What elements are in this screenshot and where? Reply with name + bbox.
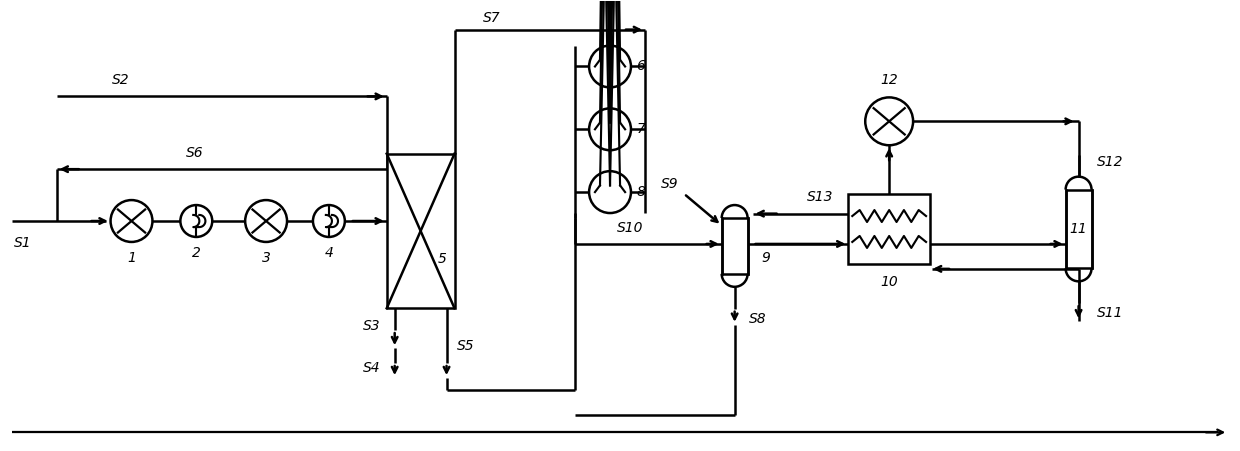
Circle shape bbox=[312, 205, 345, 237]
Text: 5: 5 bbox=[438, 252, 446, 266]
Text: S5: S5 bbox=[456, 339, 474, 353]
Text: 3: 3 bbox=[262, 251, 270, 265]
Circle shape bbox=[246, 200, 286, 242]
Circle shape bbox=[110, 200, 153, 242]
Text: 12: 12 bbox=[880, 74, 898, 87]
Circle shape bbox=[180, 205, 212, 237]
Text: 8: 8 bbox=[636, 185, 645, 199]
Text: S9: S9 bbox=[661, 177, 678, 191]
Text: S7: S7 bbox=[482, 11, 500, 25]
Text: 2: 2 bbox=[192, 246, 201, 260]
Text: S11: S11 bbox=[1096, 306, 1123, 320]
Text: 1: 1 bbox=[126, 251, 136, 265]
Circle shape bbox=[589, 171, 631, 213]
Bar bbox=[387, 154, 455, 308]
Text: S2: S2 bbox=[112, 74, 129, 87]
Text: 11: 11 bbox=[1070, 222, 1087, 236]
Bar bbox=[848, 194, 930, 264]
Text: 10: 10 bbox=[880, 275, 898, 289]
Text: S10: S10 bbox=[618, 221, 644, 235]
Text: S1: S1 bbox=[14, 236, 31, 250]
Text: S3: S3 bbox=[363, 319, 381, 333]
Text: S4: S4 bbox=[363, 361, 381, 375]
Text: S13: S13 bbox=[807, 190, 833, 204]
Text: 6: 6 bbox=[636, 60, 645, 74]
Text: 4: 4 bbox=[325, 246, 334, 260]
Circle shape bbox=[589, 46, 631, 87]
Bar bbox=[722, 218, 748, 274]
Text: 9: 9 bbox=[761, 251, 770, 265]
Text: S12: S12 bbox=[1096, 155, 1123, 169]
Text: 7: 7 bbox=[636, 122, 645, 136]
Circle shape bbox=[589, 108, 631, 150]
Text: S6: S6 bbox=[186, 146, 203, 160]
Text: S8: S8 bbox=[749, 312, 766, 326]
Bar bbox=[1065, 189, 1091, 268]
Circle shape bbox=[866, 97, 913, 145]
